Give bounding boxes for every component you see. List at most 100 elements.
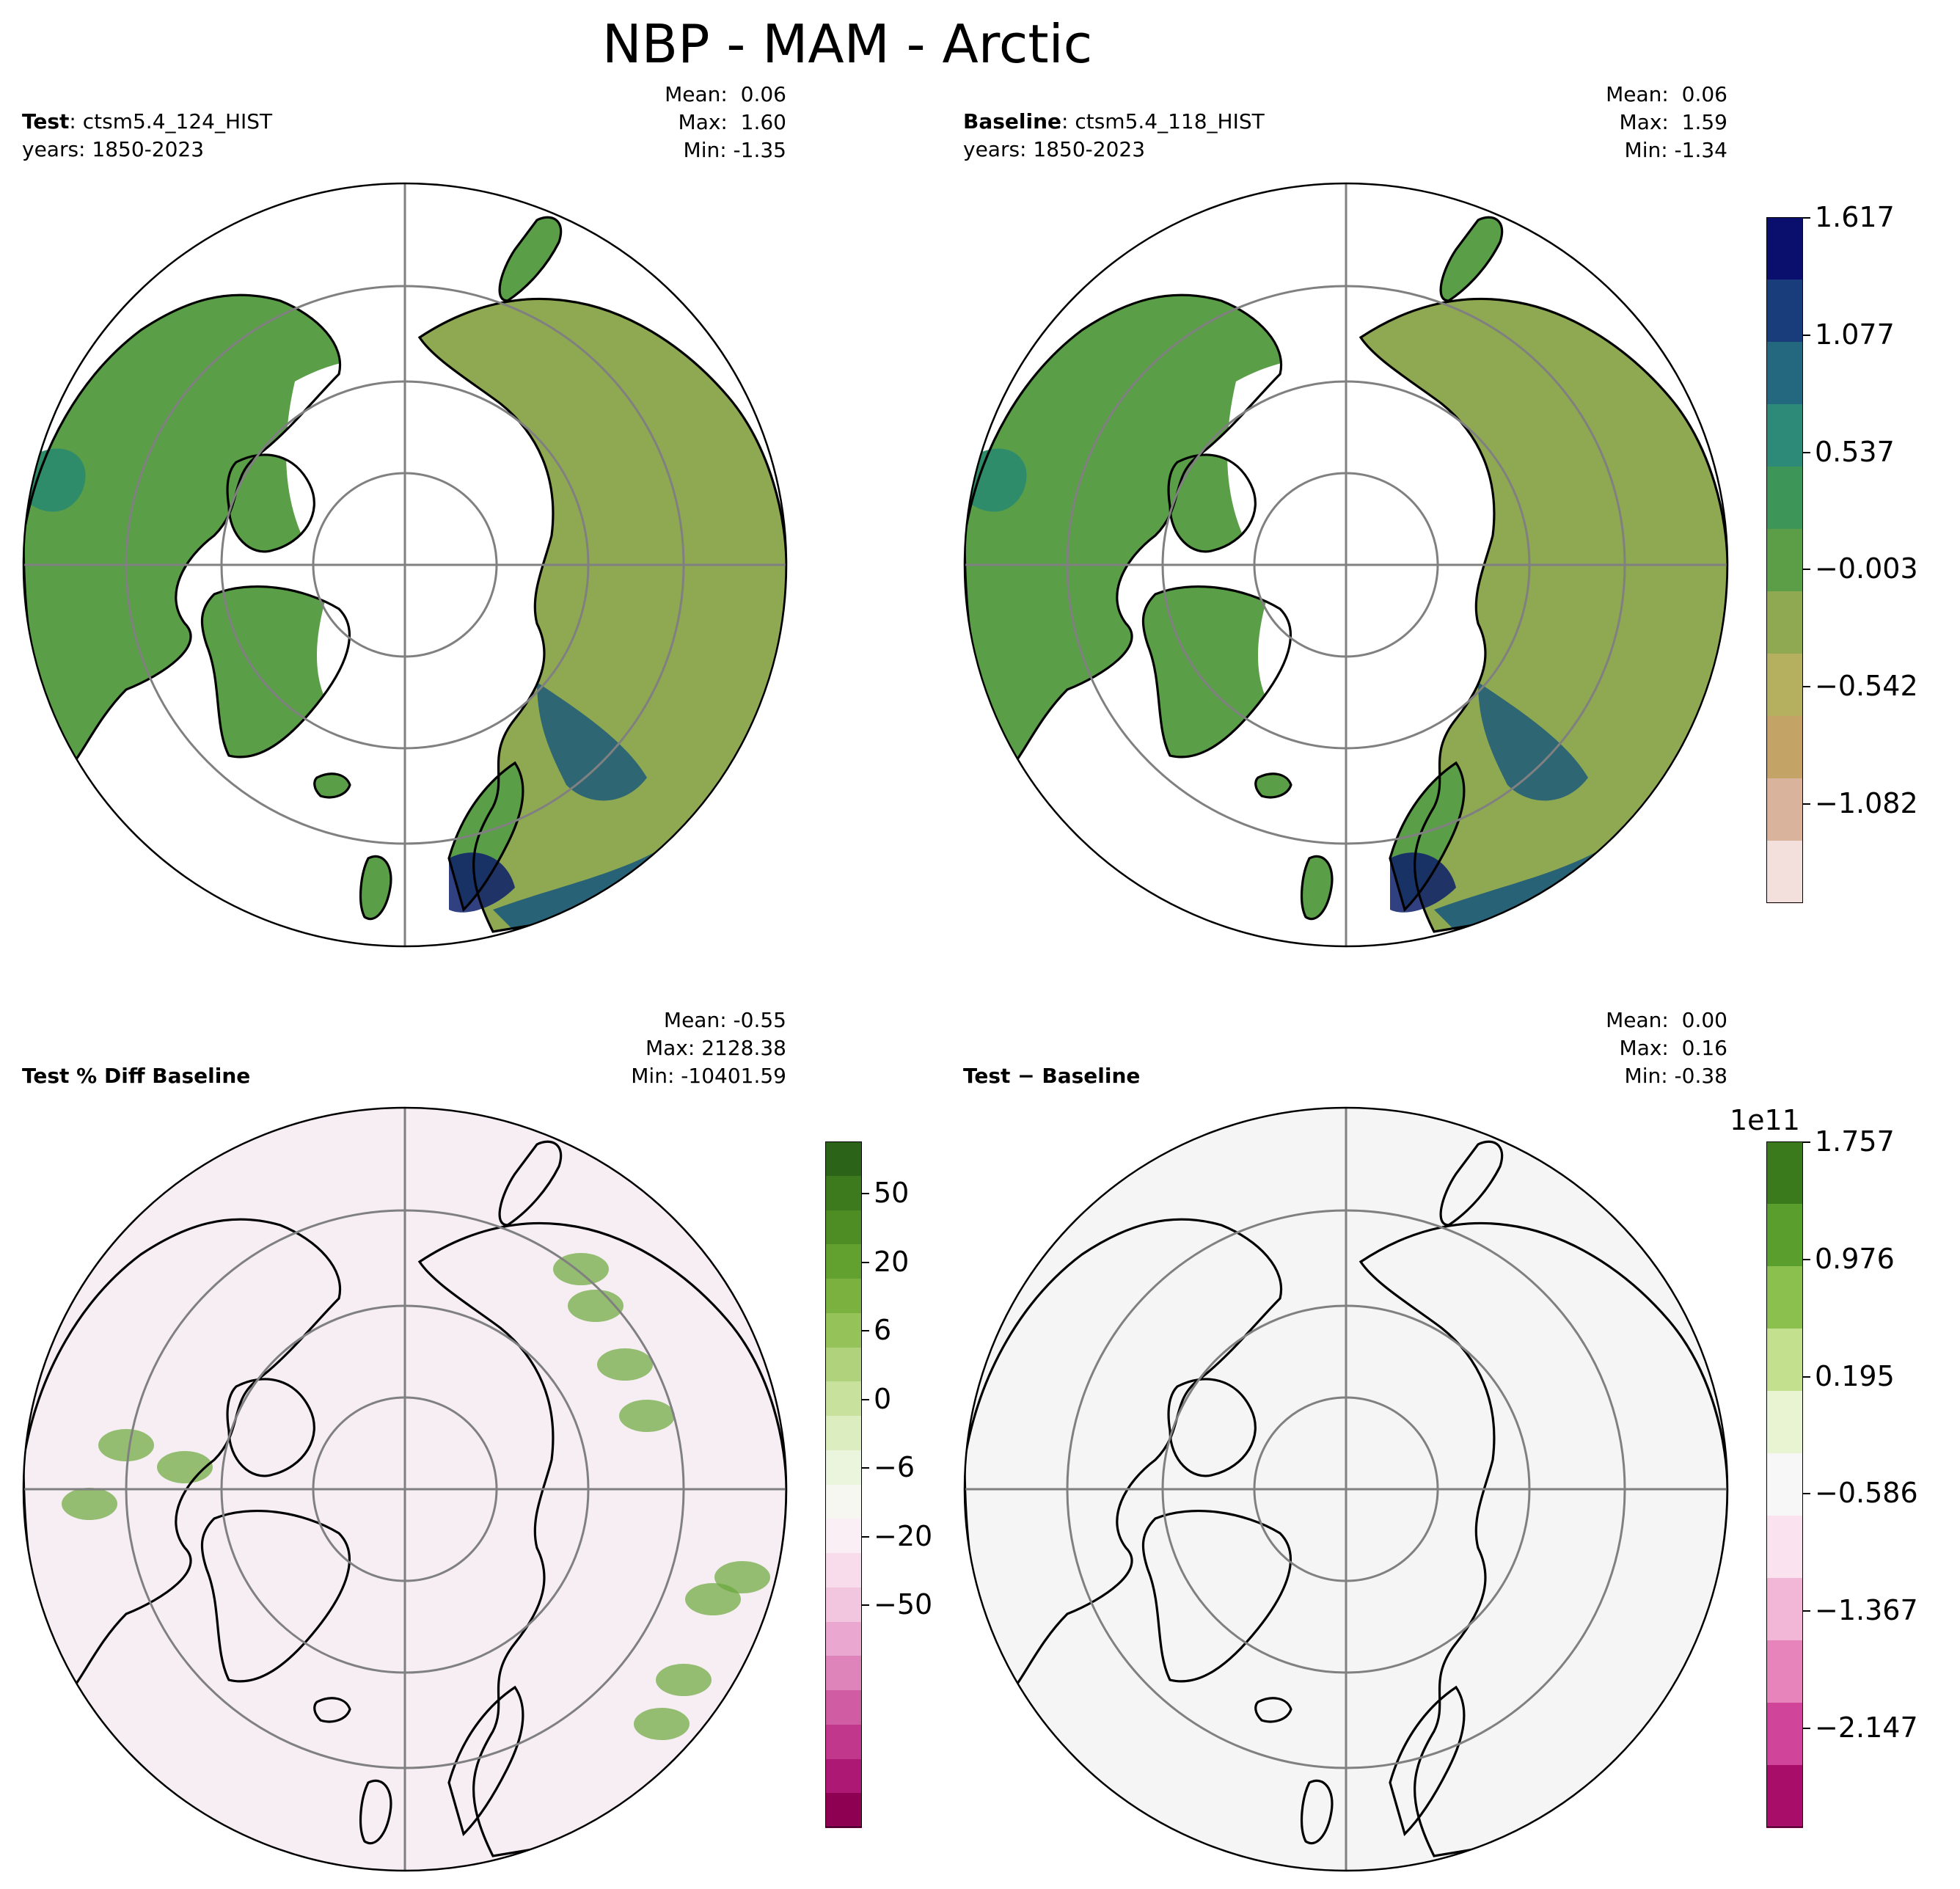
colorbar-segment — [1766, 1266, 1803, 1329]
land-fill — [449, 1687, 523, 1834]
land-fill — [1143, 586, 1291, 757]
pct-diff-green-patch — [568, 1290, 624, 1322]
panel-baseline-min: Min: -1.34 — [1624, 138, 1727, 162]
nbp-high-region — [1478, 682, 1588, 801]
colorbar-segment — [825, 1381, 862, 1417]
land-fill — [1255, 773, 1291, 797]
panel-test-label-bold: Test — [22, 109, 70, 134]
coastline — [359, 855, 392, 921]
nbp-max-region — [1390, 852, 1456, 913]
colorbar-tick-label: 0 — [874, 1382, 892, 1415]
coastline — [200, 585, 351, 759]
panel-pctdiff-max: Max: 2128.38 — [645, 1036, 786, 1060]
coastline — [1254, 772, 1292, 799]
colorbar-segment — [825, 1758, 862, 1794]
land-fill — [314, 773, 350, 797]
land-fill — [1441, 1141, 1502, 1225]
colorbar-segment — [1766, 404, 1803, 467]
coastline — [1167, 453, 1257, 553]
land-fill — [227, 1379, 315, 1476]
colorbar-segment — [1766, 1141, 1803, 1205]
colorbar-tick-mark — [862, 1261, 869, 1263]
arctic-ocean — [286, 357, 521, 750]
colorbar-segment — [1766, 1516, 1803, 1579]
colorbar-tick-label: 0.195 — [1815, 1359, 1895, 1392]
panel-absdiff-mean: Mean: 0.00 — [1606, 1008, 1727, 1032]
map-boundary — [963, 182, 1729, 948]
colorbar-segment — [825, 1312, 862, 1348]
land-fill — [202, 586, 350, 757]
colorbar-segment — [825, 1724, 862, 1759]
coastline — [1439, 216, 1504, 302]
land-fill — [1301, 856, 1332, 919]
panel-baseline-label-case: : ctsm5.4_118_HIST — [1061, 109, 1265, 134]
coastline — [1389, 761, 1466, 913]
land-fill — [360, 856, 391, 919]
panel-test-mean: Mean: 0.06 — [665, 82, 786, 106]
colorbar-tick-label: 0.976 — [1815, 1242, 1895, 1275]
colorbar-segment — [1766, 1329, 1803, 1392]
land-fill — [1390, 1687, 1464, 1834]
map-boundary — [22, 1106, 788, 1872]
colorbar-frame — [825, 1141, 862, 1827]
colorbar-segment — [825, 1244, 862, 1279]
panel-test-label-case: : ctsm5.4_124_HIST — [69, 109, 273, 134]
colorbar-segment — [825, 1279, 862, 1314]
colorbar-tick-mark — [862, 1604, 869, 1607]
colorbar-segment — [1766, 591, 1803, 654]
coastline — [1300, 855, 1334, 921]
colorbar-tick-mark — [1803, 569, 1810, 571]
land-fill — [1441, 217, 1502, 301]
colorbar-frame — [1766, 1141, 1803, 1827]
colorbar-segment — [1766, 1391, 1803, 1454]
colorbar-tick-mark — [862, 1330, 869, 1332]
colorbar-segment — [825, 1416, 862, 1451]
figure-title: NBP - MAM - Arctic — [601, 13, 1093, 75]
colorbar-tick-label: −20 — [874, 1519, 933, 1552]
colorbar-tick-mark — [1803, 1375, 1810, 1378]
colorbar-segment — [825, 1484, 862, 1519]
map-pct-diff — [22, 1106, 788, 1872]
colorbar-tick-mark — [862, 1193, 869, 1195]
pct-diff-green-patch — [597, 1348, 653, 1381]
pct-diff-green-patch — [157, 1451, 213, 1483]
panel-absdiff-min: Min: -0.38 — [1624, 1064, 1727, 1088]
colorbar-segment — [1766, 841, 1803, 904]
map-test — [22, 182, 788, 948]
colorbar-tick-label: 6 — [874, 1314, 892, 1347]
panel-test-years: years: 1850-2023 — [22, 137, 205, 161]
land-fill — [500, 217, 561, 301]
panel-baseline-stats: Mean: 0.06 Max: 1.59 Min: -1.34 — [1455, 81, 1727, 164]
coastline — [1141, 585, 1292, 759]
nbp-teal-region — [965, 448, 1027, 512]
coastline — [1141, 1509, 1292, 1683]
colorbar-tick-label: −0.542 — [1815, 670, 1918, 703]
coastline — [313, 772, 351, 799]
land-fill — [965, 1219, 1281, 1695]
nbp-teal-region — [23, 448, 86, 512]
panel-baseline-label-bold: Baseline — [963, 109, 1062, 134]
coastline — [498, 216, 563, 302]
colorbar-segment — [1766, 217, 1803, 280]
coastline — [1439, 1140, 1504, 1227]
nbp-max-region — [449, 852, 515, 913]
colorbar-tick-label: −0.003 — [1815, 552, 1918, 585]
colorbar-tick-label: −1.367 — [1815, 1594, 1918, 1627]
colorbar-segment — [825, 1210, 862, 1245]
panel-test-min: Min: -1.35 — [683, 138, 786, 162]
colorbar-segment — [1766, 1453, 1803, 1516]
colorbar-tick-mark — [1803, 686, 1810, 688]
land-fill — [1255, 1698, 1291, 1722]
panel-baseline-mean: Mean: 0.06 — [1606, 82, 1727, 106]
nbp-blue-region — [493, 844, 669, 939]
nbp-blue-region — [1434, 844, 1610, 939]
colorbar-segment — [825, 1175, 862, 1210]
pct-diff-green-patch — [553, 1253, 609, 1285]
panel-baseline-label: Baseline: ctsm5.4_118_HIST years: 1850-2… — [963, 108, 1265, 164]
map-boundary — [963, 1106, 1729, 1872]
coastline — [447, 761, 524, 913]
pct-diff-green-patch — [619, 1400, 675, 1432]
colorbar-tick-mark — [1803, 217, 1810, 219]
nbp-high-region — [537, 682, 647, 801]
coastline — [1300, 1779, 1334, 1845]
